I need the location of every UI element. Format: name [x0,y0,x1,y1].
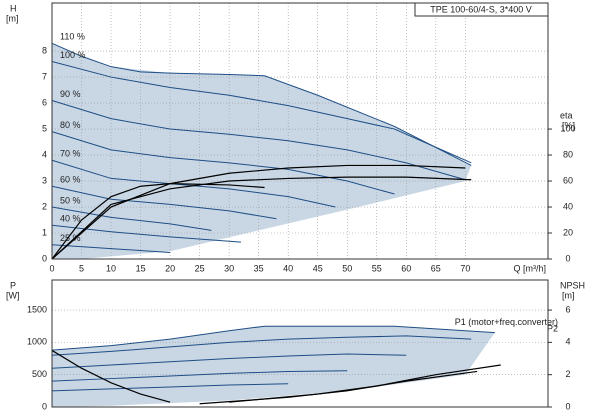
x-tick-label: 50 [342,263,352,273]
curve-label: 100 % [60,50,86,60]
curve [51,159,336,208]
x-tick-label: 45 [313,263,323,273]
x-tick-label: 55 [372,263,382,273]
y-tick-label: 500 [32,369,47,379]
y2-tick-label: 60 [563,175,573,185]
x-tick-label: 15 [136,263,146,273]
x-tick-label: 70 [460,263,470,273]
y2-tick-label: 100 [560,123,575,133]
y2-axis-unit: [%] [562,120,575,130]
curve [51,353,407,369]
curve [51,60,472,164]
y2-tick-label: 4 [565,337,570,347]
y-tick-label: 7 [42,71,47,81]
plot-frame [51,279,549,408]
curve [51,206,212,231]
y-axis-unit: [m] [6,13,19,23]
y2-tick-label: 20 [563,227,573,237]
curve [51,224,241,243]
curve [51,99,466,181]
chart-title: TPE 100-60/4-S, 3*400 V [430,4,532,14]
curve-label: 110 % [60,32,85,42]
y-tick-label: 1500 [27,304,47,314]
curve [51,183,265,260]
y-tick-label: 0 [42,401,47,411]
curve [51,185,277,220]
y-tick-label: 2 [42,201,47,211]
x-tick-label: 60 [401,263,411,273]
y-tick-label: 4 [42,149,47,159]
legend-label: P2 [547,324,558,334]
x-axis-label: Q [m³/h] [513,263,546,273]
y-tick-label: 1000 [27,337,47,347]
y2-tick-label: 0 [565,253,570,263]
curve-label: 90 % [60,89,81,99]
y-tick-label: 5 [42,123,47,133]
curve [199,370,478,405]
y2-axis-label: eta [560,110,573,120]
x-tick-label: 40 [283,263,293,273]
curve [51,176,472,260]
title-box [414,2,549,17]
x-tick-label: 10 [106,263,116,273]
x-tick-label: 0 [49,263,54,273]
x-tick-label: 65 [431,263,441,273]
y2-tick-label: 0 [565,401,570,411]
x-tick-label: 5 [79,263,84,273]
y-axis-unit: [W] [6,290,20,300]
y-tick-label: 3 [42,175,47,185]
y2-tick-label: 40 [563,201,573,211]
curve [51,164,466,260]
curve [51,42,472,166]
y-tick-label: 8 [42,45,47,55]
curve-label: 80 % [60,120,81,130]
x-tick-label: 25 [195,263,205,273]
curve [51,383,289,392]
curve-label: 25 % [60,233,81,243]
y2-axis-label: NPSH [560,280,585,290]
y-tick-label: 6 [42,97,47,107]
operating-area [52,326,495,407]
y-axis-label: P [10,280,16,290]
curve [51,370,348,382]
curve-label: 60 % [60,175,81,185]
y2-tick-label: 2 [565,369,570,379]
curve-label: 70 % [60,149,81,159]
legend-label: P1 (motor+freq.converter) [455,317,558,327]
curve [51,131,395,195]
plot-frame [51,2,549,260]
x-tick-label: 20 [165,263,175,273]
y-axis-label: H [10,3,17,13]
y-tick-label: 1 [42,227,47,237]
curve-label: 40 % [60,214,81,224]
y2-axis-unit: [m] [562,290,575,300]
x-tick-label: 35 [254,263,264,273]
curve [51,349,171,403]
x-tick-label: 30 [224,263,234,273]
curve [51,244,171,254]
curve [51,335,472,356]
y2-tick-label: 6 [565,304,570,314]
y2-tick-label: 80 [563,149,573,159]
y-tick-label: 0 [42,253,47,263]
operating-area [52,43,472,259]
curve-label: 50 % [60,195,81,205]
curve [51,325,495,351]
